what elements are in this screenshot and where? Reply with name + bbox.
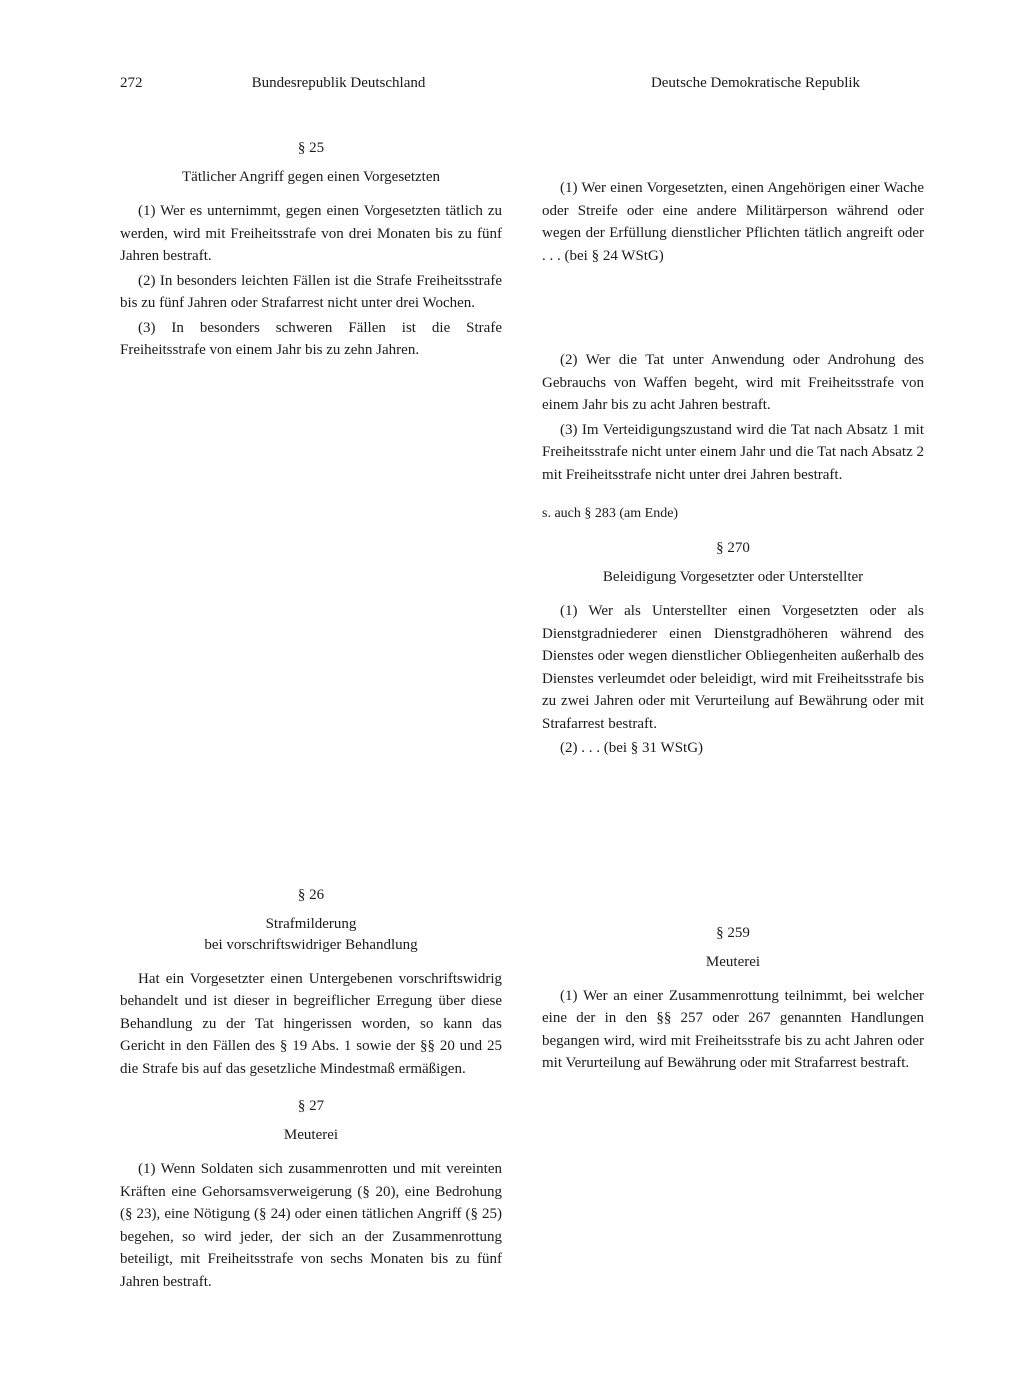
paragraph-25-2: (2) In besonders leichten Fällen ist die… [120, 270, 502, 315]
section-number-26: § 26 [120, 887, 502, 904]
header-right-country: Deutsche Demokratische Republik [567, 75, 924, 92]
spacer [542, 122, 924, 177]
cross-reference-note: s. auch § 283 (am Ende) [542, 506, 924, 522]
section-number-270: § 270 [542, 540, 924, 557]
paragraph-25-3: (3) In besonders schweren Fällen ist die… [120, 317, 502, 362]
left-column: § 25 Tätlicher Angriff gegen einen Vorge… [120, 122, 502, 1295]
section-title-270: Beleidigung Vorgesetzter oder Unterstell… [542, 567, 924, 588]
two-column-layout: § 25 Tätlicher Angriff gegen einen Vorge… [120, 122, 924, 1295]
section-number-27: § 27 [120, 1098, 502, 1115]
paragraph-270-2: (2) . . . (bei § 31 WStG) [542, 737, 924, 760]
paragraph-259-1: (1) Wer an einer Zusammenrottung teilnim… [542, 985, 924, 1075]
paragraph-right-1: (1) Wer einen Vorgesetzten, einen Angehö… [542, 177, 924, 267]
section-number-259: § 259 [542, 925, 924, 942]
spacer [120, 364, 502, 869]
spacer [542, 269, 924, 349]
section-number-25: § 25 [120, 140, 502, 157]
paragraph-25-1: (1) Wer es unternimmt, gegen einen Vorge… [120, 200, 502, 268]
page-header: 272 Bundesrepublik Deutschland Deutsche … [120, 75, 924, 92]
section-title-27: Meuterei [120, 1125, 502, 1146]
right-column: (1) Wer einen Vorgesetzten, einen Angehö… [542, 122, 924, 1295]
paragraph-26-1: Hat ein Vorgesetzter einen Untergebenen … [120, 968, 502, 1081]
paragraph-right-3: (3) Im Verteidigungszustand wird die Tat… [542, 419, 924, 487]
section-title-259: Meuterei [542, 952, 924, 973]
page-number: 272 [120, 75, 170, 92]
paragraph-right-2: (2) Wer die Tat unter Anwendung oder And… [542, 349, 924, 417]
title-26-line2: bei vorschriftswidriger Behandlung [204, 937, 417, 953]
paragraph-27-1: (1) Wenn Soldaten sich zusammenrotten un… [120, 1158, 502, 1293]
section-title-25: Tätlicher Angriff gegen einen Vorgesetzt… [120, 167, 502, 188]
spacer [542, 762, 924, 907]
section-title-26: Strafmilderung bei vorschriftswidriger B… [120, 914, 502, 956]
header-left-country: Bundesrepublik Deutschland [170, 75, 567, 92]
paragraph-270-1: (1) Wer als Unterstellter einen Vorgeset… [542, 600, 924, 735]
title-26-line1: Strafmilderung [266, 916, 357, 932]
